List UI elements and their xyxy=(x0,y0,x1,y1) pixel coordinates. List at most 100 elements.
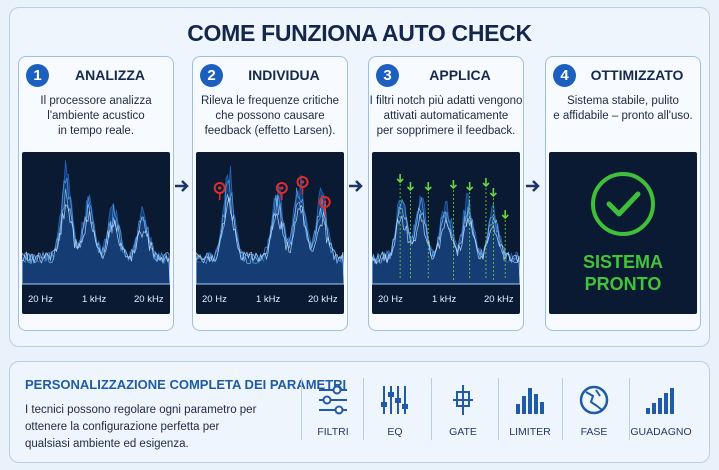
main-title: COME FUNZIONA AUTO CHECK xyxy=(187,20,532,46)
icon-part xyxy=(585,389,603,411)
axis-label: 20 Hz xyxy=(202,294,227,305)
icon-part xyxy=(658,398,662,414)
spectrum-wave xyxy=(372,213,520,285)
custom-title: PERSONALIZZAZIONE COMPLETA DEI PARAMETRI xyxy=(25,377,347,392)
custom-description: I tecnici possono regolare ogni parametr… xyxy=(25,402,256,453)
notch-arrow xyxy=(396,174,404,184)
spectrum-screen: 20 Hz 1 kHz 20 kHz xyxy=(372,152,520,314)
icon-part xyxy=(332,385,342,395)
notch-arrow xyxy=(466,182,474,192)
axis-label: 20 kHz xyxy=(134,294,164,305)
step-description: in tempo reale. xyxy=(57,125,135,137)
notch-arrow xyxy=(424,182,432,192)
icon-part xyxy=(516,404,520,414)
icon-part xyxy=(388,392,394,397)
separator xyxy=(629,378,630,440)
spectrum-wave xyxy=(196,196,344,285)
notch-arrow xyxy=(482,178,490,188)
icon-part xyxy=(322,395,332,405)
icon-part xyxy=(381,402,387,407)
spectrum-screen: SISTEMA PRONTO xyxy=(549,152,697,314)
notch-arrow xyxy=(406,182,415,192)
parameter-icon xyxy=(381,386,408,414)
axis-label: 1 kHz xyxy=(82,294,107,305)
icon-part xyxy=(540,402,544,414)
description-line: I tecnici possono regolare ogni parametr… xyxy=(25,404,257,416)
step-title: INDIVIDUA xyxy=(248,67,320,83)
spectrum-screen: 20 Hz 1 kHz 20 kHz xyxy=(22,152,170,314)
notch-arrow xyxy=(449,180,457,190)
step-description: l'ambiente acustico xyxy=(47,110,145,122)
arrow-shape xyxy=(175,180,189,192)
icon-part xyxy=(652,403,656,414)
icon-part xyxy=(522,396,526,414)
axis-label: 20 kHz xyxy=(308,294,338,305)
icon-part xyxy=(453,385,473,415)
axis-label: 20 kHz xyxy=(484,294,514,305)
check-circle xyxy=(591,172,655,236)
step-description: e affidabile – pronto all'uso. xyxy=(553,110,693,122)
parameter-icon xyxy=(453,385,473,415)
icon-part xyxy=(402,404,408,409)
status-text: SISTEMA xyxy=(583,252,663,272)
parameter-label: GUADAGNO xyxy=(630,426,692,438)
description-line: qualsiasi ambiente ed esigenza. xyxy=(25,438,189,450)
spectrum-wave xyxy=(22,204,170,285)
step-description: Il processore analizza xyxy=(40,95,152,107)
spectrum: 20 Hz 1 kHz 20 kHz xyxy=(372,174,520,305)
icon-part xyxy=(334,405,344,415)
separator xyxy=(498,378,499,440)
feedback-dot xyxy=(280,186,284,190)
axis-label: 20 Hz xyxy=(378,294,403,305)
spectrum-wave xyxy=(372,206,520,285)
step-number: 1 xyxy=(26,64,49,87)
axis-label: 1 kHz xyxy=(256,294,281,305)
description-line: ottenere la configurazione perfetta per xyxy=(25,421,220,433)
axis-label: 20 Hz xyxy=(28,294,53,305)
spectrum: 20 Hz 1 kHz 20 kHz xyxy=(22,160,170,305)
arrow-shape xyxy=(526,180,540,192)
step-description: I filtri notch più adatti vengono xyxy=(369,95,523,107)
parameter-icon xyxy=(516,388,544,414)
feedback-dot xyxy=(323,200,327,204)
axis-label: 1 kHz xyxy=(432,294,457,305)
parameter-label: FASE xyxy=(580,426,608,438)
step-description: per sopprimere il feedback. xyxy=(376,125,516,137)
step-title: ANALIZZA xyxy=(75,67,145,83)
parameter-icon xyxy=(579,385,609,415)
parameter-label: LIMITER xyxy=(509,426,551,438)
spectrum: 20 Hz 1 kHz 20 kHz xyxy=(196,165,344,305)
notch-arrow xyxy=(489,188,497,198)
spectrum-wave xyxy=(22,160,170,285)
step-arrow xyxy=(349,180,363,192)
icon-part xyxy=(670,388,674,414)
step-arrow xyxy=(526,180,540,192)
parameter-icon xyxy=(646,388,674,414)
step-number: 2 xyxy=(200,64,223,87)
icon-part xyxy=(534,394,538,414)
feedback-dot xyxy=(300,180,305,184)
separator xyxy=(562,378,563,440)
arrow-shape xyxy=(349,180,363,192)
step-arrow xyxy=(175,180,189,192)
spectrum-wave xyxy=(22,177,170,285)
feedback-dot xyxy=(218,186,222,190)
step-title: OTTIMIZZATO xyxy=(590,67,684,83)
icon-part xyxy=(664,393,668,414)
check-mark xyxy=(606,191,641,217)
step-title: APPLICA xyxy=(429,67,491,83)
parameter-label: FILTRI xyxy=(317,426,349,438)
step-number: 3 xyxy=(376,64,399,87)
step-number: 4 xyxy=(553,64,576,87)
icon-part xyxy=(646,408,650,414)
step-description: Sistema stabile, pulito xyxy=(567,95,679,107)
parameter-icon xyxy=(319,385,347,415)
step-description: feedback (effetto Larsen). xyxy=(204,125,336,137)
status-text: PRONTO xyxy=(585,274,662,294)
notch-arrow xyxy=(501,210,509,220)
step-description: attivati automaticamente xyxy=(383,110,509,122)
step-description: che possono causare xyxy=(215,110,325,122)
parameter-label: GATE xyxy=(449,426,477,438)
